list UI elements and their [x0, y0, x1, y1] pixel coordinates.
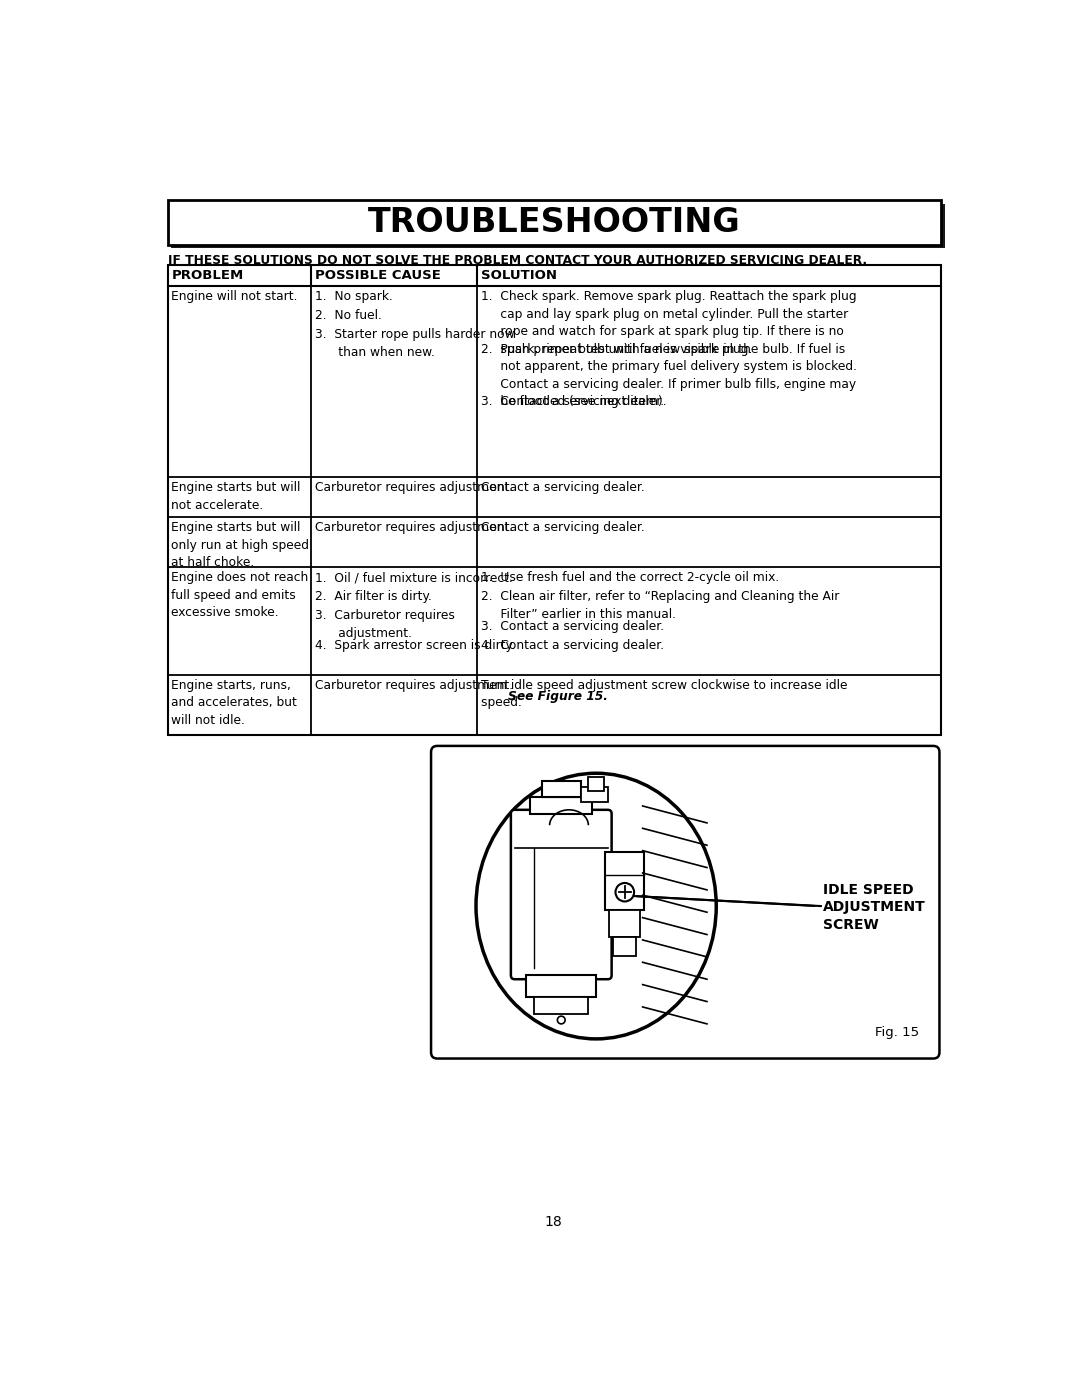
Text: 3.  Carburetor requires
      adjustment.: 3. Carburetor requires adjustment.: [314, 609, 455, 640]
Circle shape: [557, 1016, 565, 1024]
Bar: [542, 781, 581, 796]
Bar: [589, 777, 604, 791]
Text: 1.  Oil / fuel mixture is incorrect.: 1. Oil / fuel mixture is incorrect.: [314, 571, 512, 584]
Text: 3.  Contact a servicing dealer.: 3. Contact a servicing dealer.: [481, 620, 664, 633]
Text: See Figure 15.: See Figure 15.: [508, 690, 608, 703]
Text: PROBLEM: PROBLEM: [172, 268, 244, 282]
Text: SOLUTION: SOLUTION: [481, 268, 557, 282]
Text: IF THESE SOLUTIONS DO NOT SOLVE THE PROBLEM CONTACT YOUR AUTHORIZED SERVICING DE: IF THESE SOLUTIONS DO NOT SOLVE THE PROB…: [167, 254, 866, 267]
Text: 4.  Contact a servicing dealer.: 4. Contact a servicing dealer.: [481, 640, 664, 652]
Text: TROUBLESHOOTING: TROUBLESHOOTING: [368, 205, 741, 239]
Bar: [606, 852, 644, 909]
Text: Engine starts, runs,
and accelerates, but
will not idle.: Engine starts, runs, and accelerates, bu…: [172, 679, 297, 726]
Bar: [167, 264, 941, 735]
Text: 2.  Clean air filter, refer to “Replacing and Cleaning the Air
     Filter” earl: 2. Clean air filter, refer to “Replacing…: [481, 590, 839, 620]
Text: Contact a servicing dealer.: Contact a servicing dealer.: [481, 521, 645, 534]
Text: 3.  Contact a servicing dealer.: 3. Contact a servicing dealer.: [481, 395, 664, 408]
Bar: [609, 909, 640, 937]
Text: Engine does not reach
full speed and emits
excessive smoke.: Engine does not reach full speed and emi…: [172, 571, 309, 619]
Text: IDLE SPEED
ADJUSTMENT
SCREW: IDLE SPEED ADJUSTMENT SCREW: [823, 883, 926, 932]
Bar: [613, 937, 636, 956]
Ellipse shape: [476, 774, 716, 1039]
Bar: [535, 997, 589, 1014]
Text: Turn idle speed adjustment screw clockwise to increase idle
speed.: Turn idle speed adjustment screw clockwi…: [481, 679, 848, 710]
FancyBboxPatch shape: [431, 746, 940, 1059]
Text: 1.  Check spark. Remove spark plug. Reattach the spark plug
     cap and lay spa: 1. Check spark. Remove spark plug. Reatt…: [481, 291, 856, 356]
Text: Contact a servicing dealer.: Contact a servicing dealer.: [481, 481, 645, 495]
Text: Engine starts but will
only run at high speed
at half choke.: Engine starts but will only run at high …: [172, 521, 310, 569]
Text: Engine starts but will
not accelerate.: Engine starts but will not accelerate.: [172, 481, 301, 511]
Text: 2.  Push primer bulb until fuel is visible in the bulb. If fuel is
     not appa: 2. Push primer bulb until fuel is visibl…: [481, 342, 856, 408]
Text: Carburetor requires adjustment.: Carburetor requires adjustment.: [314, 521, 513, 534]
Text: 2.  Air filter is dirty.: 2. Air filter is dirty.: [314, 590, 431, 604]
FancyBboxPatch shape: [511, 810, 611, 979]
Text: 1.  Use fresh fuel and the correct 2-cycle oil mix.: 1. Use fresh fuel and the correct 2-cycl…: [481, 571, 779, 584]
Bar: [530, 796, 592, 813]
Text: Carburetor requires adjustment.: Carburetor requires adjustment.: [314, 481, 513, 495]
Bar: [167, 200, 941, 244]
Text: Carburetor requires adjustment.: Carburetor requires adjustment.: [314, 679, 513, 692]
Bar: [526, 975, 596, 997]
Text: Fig. 15: Fig. 15: [875, 1025, 919, 1038]
Text: 3.  Starter rope pulls harder now
      than when new.: 3. Starter rope pulls harder now than wh…: [314, 328, 514, 359]
Text: 4.  Spark arrestor screen is dirty.: 4. Spark arrestor screen is dirty.: [314, 640, 514, 652]
Bar: [581, 787, 608, 802]
Text: POSSIBLE CAUSE: POSSIBLE CAUSE: [314, 268, 441, 282]
Text: 1.  No spark.: 1. No spark.: [314, 291, 392, 303]
Bar: [172, 204, 945, 249]
Text: Engine will not start.: Engine will not start.: [172, 291, 298, 303]
Circle shape: [616, 883, 634, 901]
Text: 2.  No fuel.: 2. No fuel.: [314, 309, 381, 323]
Text: 18: 18: [544, 1215, 563, 1229]
